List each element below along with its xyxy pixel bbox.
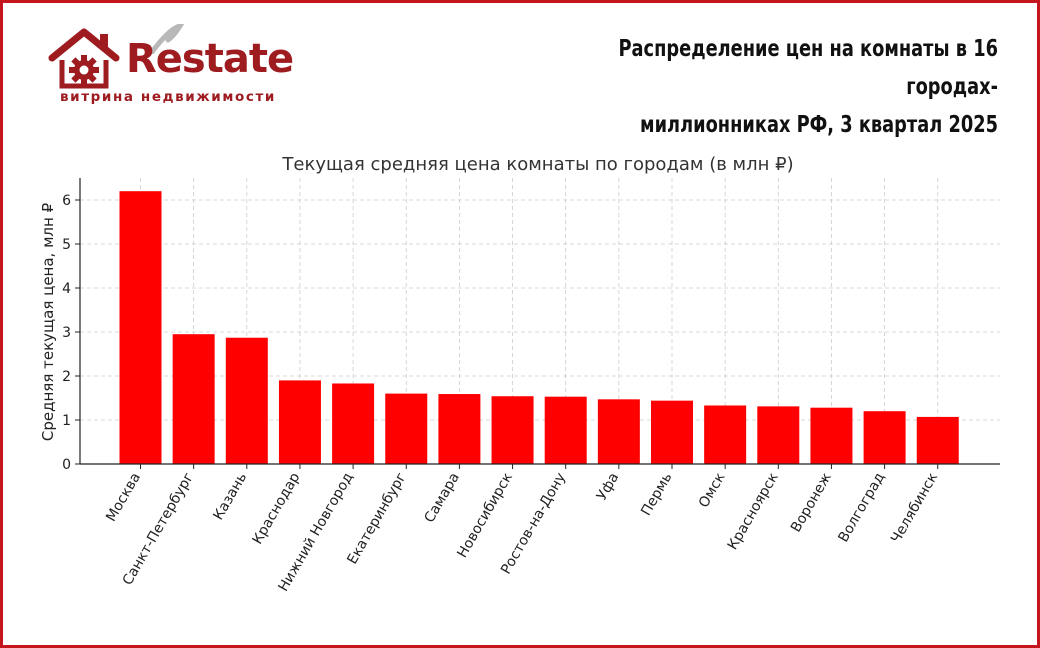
y-tick-label: 1: [62, 413, 71, 429]
chart-title: Текущая средняя цена комнаты по городам …: [281, 154, 793, 175]
brand-logo: Restate витрина недвижимости: [46, 24, 316, 114]
headline-line-1: Распределение цен на комнаты в 16 города…: [618, 36, 998, 100]
y-tick-label: 5: [62, 237, 71, 253]
x-tick-label: Волгоград: [835, 470, 888, 545]
y-tick-label: 0: [62, 457, 71, 473]
y-axis-label: Средняя текущая цена, млн ₽: [39, 202, 57, 441]
y-tick-label: 6: [62, 193, 71, 209]
bars: [119, 191, 959, 464]
x-tick-label: Уфа: [594, 470, 622, 503]
bar: [757, 406, 800, 464]
page-headline: Распределение цен на комнаты в 16 города…: [568, 30, 998, 144]
x-tick-label: Красноярск: [725, 470, 782, 553]
y-tick-label: 2: [62, 369, 71, 385]
x-tick-label: Пермь: [638, 470, 675, 519]
bar: [491, 396, 534, 464]
bar: [172, 334, 215, 464]
bar: [597, 399, 640, 464]
x-tick-label: Воронеж: [788, 470, 835, 535]
bar: [544, 396, 587, 464]
x-tick-label: Омск: [696, 470, 729, 511]
headline-line-2: миллионниках РФ, 3 квартал 2025: [640, 112, 998, 138]
x-tick-label: Самара: [422, 470, 463, 526]
bar: [332, 383, 375, 464]
x-tick-label: Екатеринбург: [344, 470, 409, 567]
bar: [385, 393, 428, 464]
y-tick-label: 4: [62, 281, 71, 297]
x-tick-label: Новосибирск: [454, 470, 516, 561]
bar: [651, 400, 693, 464]
x-tick-label: Казань: [210, 470, 250, 523]
bar: [704, 405, 747, 464]
brand-name: Restate: [126, 36, 294, 82]
swoosh-icon: [149, 24, 184, 54]
bar: [278, 380, 321, 464]
brand-tagline: витрина недвижимости: [60, 89, 276, 105]
x-tick-label: Челябинск: [888, 470, 941, 546]
bar: [810, 407, 853, 464]
y-tick-label: 3: [62, 325, 71, 341]
bar: [225, 337, 268, 464]
bar: [438, 394, 481, 464]
grid-lines: [80, 178, 1000, 465]
bar: [119, 191, 162, 464]
bar: [916, 416, 959, 464]
bar: [863, 411, 906, 464]
x-tick-label: Краснодар: [250, 470, 304, 547]
x-tick-label: Москва: [103, 470, 144, 524]
house-gear-icon: [48, 28, 120, 89]
